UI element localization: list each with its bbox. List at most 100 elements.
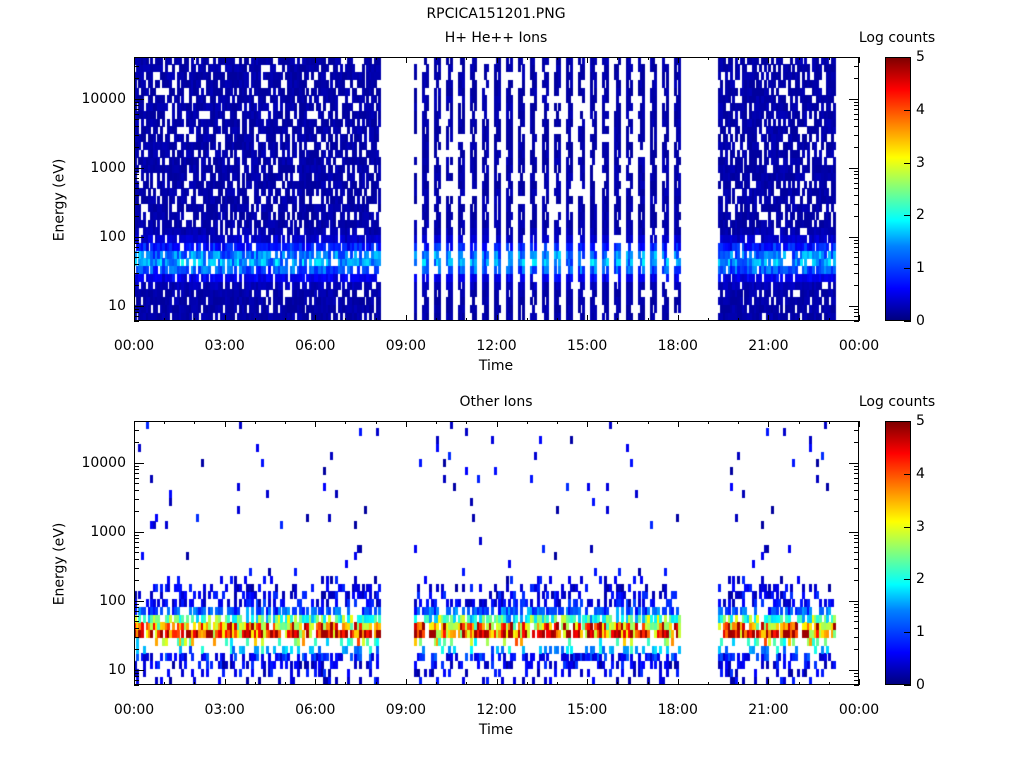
panel-1-ytick-minor bbox=[134, 215, 139, 217]
panel-2-ytick-minor bbox=[854, 603, 859, 605]
panel-2-ytick-minor bbox=[854, 510, 859, 512]
panel-1-ytick-minor bbox=[134, 316, 139, 318]
panel-2-xlabel: Time bbox=[478, 722, 514, 738]
panel-2-ytick-minor bbox=[134, 628, 139, 630]
panel-2-ytick-right bbox=[849, 600, 859, 602]
colorbar-1-tick bbox=[904, 57, 911, 58]
panel-1-ytick-minor bbox=[854, 316, 859, 318]
panel-2-ytick-minor bbox=[134, 603, 139, 605]
panel-1-xtick-bottom bbox=[405, 315, 407, 321]
panel-2-xtick-minor bbox=[436, 682, 438, 685]
panel-2-ytick-minor bbox=[134, 510, 139, 512]
panel-1-xtick-label: 18:00 bbox=[657, 338, 698, 354]
colorbar-2 bbox=[885, 421, 911, 685]
panel-2-xtick-label: 06:00 bbox=[295, 702, 336, 718]
panel-2-xtick-minor bbox=[617, 682, 619, 685]
panel-1-ytick-minor bbox=[134, 113, 139, 115]
panel-1-ytick-label: 1000 bbox=[90, 159, 126, 176]
panel-1-xtick-bottom bbox=[859, 315, 860, 321]
panel-2-xtick-bottom bbox=[587, 679, 589, 685]
panel-2-xtick-minor bbox=[526, 421, 528, 424]
panel-2-ytick-minor bbox=[854, 483, 859, 485]
panel-1-xtick-top bbox=[405, 57, 407, 63]
panel-2-xtick-label: 21:00 bbox=[748, 702, 789, 718]
panel-2-ytick-minor bbox=[134, 469, 139, 471]
panel-2-ytick-minor bbox=[854, 429, 859, 431]
colorbar-2-tick bbox=[904, 579, 911, 581]
panel-2-xtick-top bbox=[859, 421, 860, 427]
colorbar-1 bbox=[885, 57, 911, 321]
panel-2-xtick-bottom bbox=[859, 679, 860, 685]
colorbar-2-tick-label: 5 bbox=[916, 413, 925, 429]
panel-1-ytick-minor bbox=[134, 203, 139, 205]
panel-1-ytick-minor bbox=[134, 170, 139, 172]
panel-1-xtick-minor bbox=[798, 318, 800, 321]
panel-1-xtick-minor bbox=[647, 318, 649, 321]
panel-2-xtick-label: 03:00 bbox=[204, 702, 245, 718]
panel-2-xtick-minor bbox=[466, 421, 468, 424]
panel-2-xtick-minor bbox=[164, 421, 166, 424]
panel-2-ytick-minor bbox=[134, 559, 139, 561]
panel-2-xtick-top bbox=[315, 421, 317, 427]
panel-2-ytick-minor bbox=[134, 579, 139, 581]
panel-2-xtick-minor bbox=[164, 682, 166, 685]
panel-1-xtick-bottom bbox=[315, 315, 317, 321]
panel-1-ytick-minor bbox=[134, 247, 139, 249]
panel-2-ytick-minor bbox=[854, 542, 859, 544]
panel-1-ytick-minor bbox=[134, 243, 139, 245]
panel-2-heatmap bbox=[134, 421, 859, 685]
panel-2-xtick-minor bbox=[345, 421, 347, 424]
panel-1-xtick-bottom bbox=[677, 315, 679, 321]
panel-2-ytick-minor bbox=[134, 611, 139, 613]
panel-2-ytick-minor bbox=[134, 680, 139, 682]
panel-1-ytick-minor bbox=[854, 65, 859, 67]
panel-1-xtick-top bbox=[134, 57, 135, 63]
panel-1-ytick-minor bbox=[134, 312, 139, 314]
panel-2-xtick-label: 00:00 bbox=[838, 702, 880, 718]
panel-1-xtick-minor bbox=[466, 57, 468, 60]
panel-1-xtick-top bbox=[587, 57, 589, 63]
panel-1-xtick-top bbox=[768, 57, 770, 63]
panel-1-ytick-minor bbox=[854, 243, 859, 245]
panel-2-ytick-minor bbox=[854, 477, 859, 479]
panel-2-ytick-minor bbox=[854, 498, 859, 500]
panel-1-ytick-minor bbox=[854, 257, 859, 259]
panel-1-xtick-bottom bbox=[768, 315, 770, 321]
panel-2-xtick-top bbox=[134, 421, 135, 427]
panel-2-xtick-minor bbox=[828, 421, 830, 424]
panel-1-xtick-minor bbox=[345, 318, 347, 321]
panel-1-xtick-minor bbox=[285, 318, 287, 321]
panel-2-ytick-minor bbox=[134, 473, 139, 475]
panel-1-ytick-minor bbox=[134, 105, 139, 107]
colorbar-1-tick-label: 0 bbox=[916, 313, 925, 329]
panel-2-xtick-top bbox=[496, 421, 498, 427]
panel-2-ytick-minor bbox=[854, 685, 859, 686]
panel-1-ytick-minor bbox=[854, 272, 859, 274]
panel-1-xtick-label: 03:00 bbox=[204, 338, 245, 354]
panel-2-xtick-minor bbox=[345, 682, 347, 685]
panel-1-xtick-minor bbox=[828, 318, 830, 321]
panel-1-ytick-minor bbox=[134, 65, 139, 67]
panel-2-ytick-minor bbox=[134, 538, 139, 540]
panel-1-title: H+ He++ Ions bbox=[444, 30, 548, 46]
panel-1-xtick-label: 00:00 bbox=[838, 338, 880, 354]
panel-2-xtick-minor bbox=[194, 682, 196, 685]
panel-2-xtick-bottom bbox=[496, 679, 498, 685]
panel-1-ytick-minor bbox=[134, 178, 139, 180]
panel-2-ytick-minor bbox=[134, 490, 139, 492]
panel-1-ytick-right bbox=[849, 305, 859, 307]
colorbar-2-tick bbox=[904, 526, 911, 528]
panel-2-xtick-bottom bbox=[134, 679, 135, 685]
panel-2-ytick-label: 1000 bbox=[90, 523, 126, 540]
panel-2-ytick-minor bbox=[134, 567, 139, 569]
panel-2-xtick-bottom bbox=[677, 679, 679, 685]
panel-1-xtick-top bbox=[315, 57, 317, 63]
panel-1-ytick-label: 10000 bbox=[81, 90, 126, 107]
panel-1-ytick-minor bbox=[854, 134, 859, 136]
panel-1-ytick-minor bbox=[134, 101, 139, 103]
panel-2-ytick-minor bbox=[134, 607, 139, 609]
panel-1-xtick-minor bbox=[164, 57, 166, 60]
panel-1-ytick-minor bbox=[854, 170, 859, 172]
panel-1-ytick-left bbox=[134, 167, 144, 169]
panel-1-xtick-minor bbox=[556, 318, 558, 321]
